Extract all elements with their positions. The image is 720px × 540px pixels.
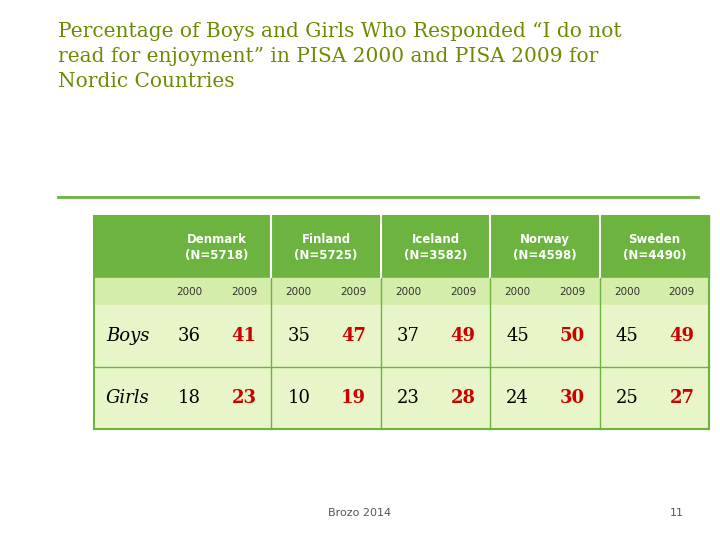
Text: 19: 19: [341, 389, 366, 407]
Text: 49: 49: [670, 327, 694, 345]
Text: 45: 45: [616, 327, 639, 345]
Text: 47: 47: [341, 327, 366, 345]
Text: 18: 18: [178, 389, 201, 407]
Text: 2009: 2009: [231, 287, 257, 296]
Text: 28: 28: [451, 389, 475, 407]
Text: Sweden
(N=4490): Sweden (N=4490): [623, 233, 686, 261]
Text: 24: 24: [506, 389, 529, 407]
FancyBboxPatch shape: [94, 305, 709, 367]
Text: Finland
(N=5725): Finland (N=5725): [294, 233, 358, 261]
Text: Boys: Boys: [106, 327, 150, 345]
Text: 45: 45: [506, 327, 529, 345]
Text: 2009: 2009: [669, 287, 695, 296]
Text: 2000: 2000: [395, 287, 421, 296]
Text: Iceland
(N=3582): Iceland (N=3582): [404, 233, 467, 261]
Text: 35: 35: [287, 327, 310, 345]
Text: 2000: 2000: [505, 287, 531, 296]
Text: 25: 25: [616, 389, 639, 407]
Text: 2000: 2000: [614, 287, 640, 296]
Text: 41: 41: [232, 327, 256, 345]
Text: 27: 27: [670, 389, 694, 407]
Text: 2009: 2009: [450, 287, 476, 296]
Text: 36: 36: [178, 327, 201, 345]
FancyBboxPatch shape: [94, 216, 709, 278]
Text: 11: 11: [670, 508, 684, 518]
FancyBboxPatch shape: [94, 367, 709, 429]
FancyBboxPatch shape: [94, 278, 709, 305]
Text: 30: 30: [560, 389, 585, 407]
Text: 49: 49: [451, 327, 475, 345]
Text: Percentage of Boys and Girls Who Responded “I do not
read for enjoyment” in PISA: Percentage of Boys and Girls Who Respond…: [58, 22, 621, 91]
Text: 2000: 2000: [286, 287, 312, 296]
Text: Denmark
(N=5718): Denmark (N=5718): [185, 233, 248, 261]
Text: 37: 37: [397, 327, 420, 345]
Text: Girls: Girls: [106, 389, 150, 407]
Text: 23: 23: [397, 389, 420, 407]
Text: 2009: 2009: [559, 287, 585, 296]
Text: 23: 23: [232, 389, 256, 407]
Text: 10: 10: [287, 389, 310, 407]
Text: 2000: 2000: [176, 287, 202, 296]
Text: Brozo 2014: Brozo 2014: [328, 508, 392, 518]
Text: 50: 50: [559, 327, 585, 345]
Text: Norway
(N=4598): Norway (N=4598): [513, 233, 577, 261]
Text: 2009: 2009: [341, 287, 366, 296]
